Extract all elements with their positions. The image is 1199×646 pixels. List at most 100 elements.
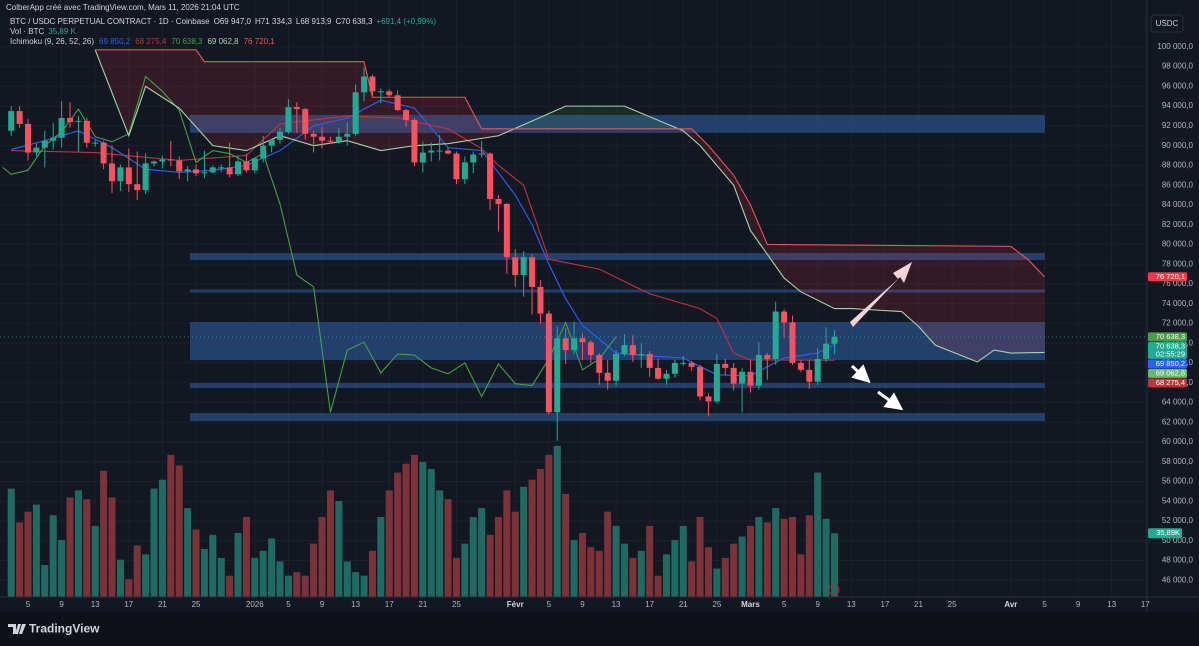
candle-body (8, 111, 15, 131)
volume-bar (310, 543, 318, 597)
x-tick-label: 25 (712, 600, 721, 609)
y-tick-label: 78 000,0 (1162, 259, 1194, 268)
ohlc-value: L68 913,9 (296, 17, 332, 26)
x-tick-label: 9 (815, 600, 820, 609)
cloud (767, 244, 772, 261)
volume-bar (805, 515, 813, 597)
cloud (1027, 259, 1032, 353)
cloud (826, 244, 831, 307)
volume-bar (427, 469, 435, 597)
x-tick-label: 9 (320, 600, 325, 609)
cloud (292, 61, 297, 141)
candle-body (16, 111, 23, 124)
volume-bar (293, 572, 301, 597)
candle-body (789, 322, 796, 363)
y-tick-label: 72 000,0 (1162, 319, 1194, 328)
candle-body (109, 163, 116, 182)
cloud (620, 106, 625, 129)
cloud (267, 61, 272, 142)
cloud (607, 106, 612, 129)
candle-body (226, 167, 233, 175)
cloud (754, 214, 759, 243)
candle-body (503, 203, 510, 258)
cloud (212, 61, 218, 147)
cloud (540, 115, 545, 129)
cloud (187, 49, 192, 123)
candle-body (587, 342, 594, 356)
volume-bar (24, 511, 32, 597)
volume-bar (284, 575, 292, 597)
candle-body (83, 120, 90, 143)
cloud (238, 61, 243, 150)
volume-bar (251, 557, 259, 597)
candle-body (125, 167, 132, 185)
volume-bar (74, 490, 82, 597)
cloud (557, 107, 562, 129)
cloud (271, 61, 276, 140)
cloud (809, 244, 814, 299)
cloud (561, 106, 566, 129)
cloud (574, 106, 579, 129)
cloud (166, 49, 171, 103)
cloud (989, 246, 995, 354)
candle-body (671, 362, 678, 374)
candle-body (369, 76, 376, 92)
x-tick-label: 21 (418, 600, 427, 609)
cloud (863, 245, 869, 310)
cloud (792, 244, 797, 289)
candle-body (25, 123, 32, 153)
cloud (628, 107, 633, 129)
volume-bar (436, 490, 444, 597)
cloud (1002, 246, 1007, 353)
cloud (733, 175, 738, 197)
cloud (196, 49, 201, 132)
cloud (931, 245, 936, 346)
candle-body (621, 345, 628, 355)
cloud (254, 61, 260, 147)
cloud (359, 61, 365, 146)
cloud (154, 49, 159, 95)
cloud (687, 128, 692, 139)
volume-bar (746, 525, 754, 597)
volume-bar (402, 463, 410, 597)
cloud (204, 61, 209, 141)
candle-body (201, 172, 208, 174)
x-tick-label: Avr (1004, 600, 1017, 609)
candle-body (764, 355, 771, 359)
candle-body (151, 161, 158, 164)
cloud (494, 128, 499, 137)
cloud (893, 245, 898, 312)
volume-bar (184, 508, 192, 597)
candle-body (251, 158, 258, 171)
up-arrow (850, 262, 912, 327)
cloud (985, 246, 990, 357)
cloud (624, 106, 629, 129)
ichimoku-value: 69 850,2 (99, 37, 131, 46)
logo-text: TradingView (29, 622, 100, 636)
candle-body (58, 117, 65, 138)
cloud (418, 97, 423, 146)
volume-bar (268, 538, 276, 597)
logo: TradingView (8, 622, 100, 636)
volume-bar (830, 533, 838, 597)
cloud (380, 97, 386, 151)
candle-body (562, 338, 569, 351)
volume-bar (503, 490, 511, 597)
candle-body (545, 313, 552, 413)
candle-body (50, 137, 57, 141)
candle-body (554, 338, 561, 413)
x-tick-label: 13 (91, 600, 100, 609)
cloud (880, 245, 885, 311)
price-tag (1148, 378, 1187, 388)
candle-body (184, 169, 191, 172)
ohlc-value: O69 947,0 (214, 17, 252, 26)
y-tick-label: 74 000,0 (1162, 299, 1194, 308)
x-tick-label: 25 (192, 600, 201, 609)
candle-body (772, 311, 779, 359)
currency-box[interactable] (1150, 14, 1184, 33)
cloud (1019, 252, 1024, 353)
ichimoku-legend-title: Ichimoku (9, 26, 52, 26) (10, 37, 94, 46)
logo-mark (8, 624, 26, 634)
